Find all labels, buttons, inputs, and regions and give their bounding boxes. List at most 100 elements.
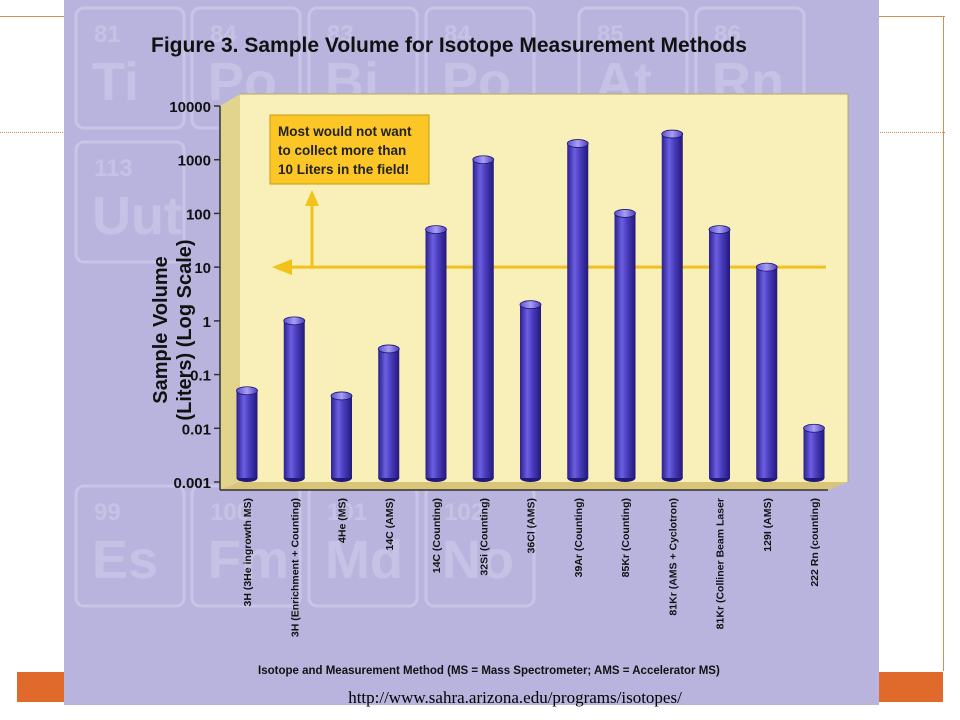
bar-cap [283, 316, 306, 326]
bar-cap [803, 423, 825, 433]
bar-body [283, 320, 305, 478]
annotation-line-2: to collect more than [278, 143, 406, 158]
bar-cap [566, 139, 589, 148]
bar-body [567, 143, 589, 478]
x-tick-label: 85Kr (Counting) [620, 498, 632, 577]
background-tile-number: 85 [597, 21, 624, 48]
bar [236, 386, 258, 482]
bar [330, 391, 353, 482]
annotation-line-3: 10 Liters in the field! [278, 162, 409, 177]
plot-left-wall [220, 94, 240, 490]
x-axis-tick-labels: 3H (3He ingrowth MS) 3H (Enrichment + Cou… [242, 498, 821, 637]
y-tick-label: 0.001 [173, 475, 211, 492]
reference-arrow-left [272, 259, 292, 276]
background-tile-number: 84 [210, 21, 237, 48]
background-tile-frame [74, 484, 186, 608]
bars-group [236, 129, 825, 482]
background-tile-symbol: Es [92, 530, 158, 590]
x-tick-label: 14C (AMS) [384, 498, 396, 551]
slide-footer-band-left [17, 672, 64, 702]
y-tick-label: 0.1 [190, 368, 211, 385]
background-tile-number: 81 [94, 21, 121, 48]
y-axis-label-line-1: Sample Volume [150, 256, 172, 403]
background-tile-symbol: Fm [208, 530, 289, 590]
bar [566, 139, 589, 482]
bar [803, 423, 825, 482]
bar [755, 262, 778, 482]
background-tile: 113 Uut [74, 140, 186, 264]
bar-cap [614, 209, 636, 218]
background-tile: 100 Fm [190, 484, 302, 608]
y-axis-ticks: 0.001 0.01 0.1 1 10 100 1000 10000 [169, 99, 220, 492]
bar [661, 129, 684, 482]
bar-cap [708, 225, 731, 234]
background-tile: 81 Ti [74, 6, 186, 130]
x-tick-label: 222 Rn (counting) [809, 498, 821, 587]
background-tile-number: 100 [210, 499, 250, 526]
bar-body [236, 390, 258, 478]
bar-cap [519, 300, 542, 310]
background-tile: 101 Md [307, 484, 419, 608]
x-axis-label: Isotope and Measurement Method (MS = Mas… [258, 665, 720, 677]
y-tick-label: 100 [186, 206, 211, 223]
y-tick-label: 10000 [169, 99, 211, 116]
reference-arrow-up-head [305, 190, 319, 206]
y-axis-label-line-2: (Liters) (Log Scale) [174, 239, 196, 420]
background-tile-number: 86 [714, 21, 741, 48]
background-tile-symbol: Md [325, 530, 403, 590]
x-tick-label: 39Ar (Counting) [573, 498, 585, 577]
x-tick-label: 4He (MS) [337, 498, 349, 543]
background-tile-number: 101 [327, 499, 367, 526]
bar [425, 225, 447, 482]
bar [519, 300, 542, 482]
background-tile-number: 84 [444, 21, 471, 48]
bar-body [520, 304, 541, 478]
bar-cap [661, 129, 684, 139]
chart-title: Figure 3. Sample Volume for Isotope Meas… [151, 34, 747, 57]
slide-footer-band-right [878, 672, 943, 702]
background-tile-frame [74, 140, 186, 264]
bar-cap [472, 155, 495, 165]
bar-body [378, 348, 400, 478]
x-tick-label: 32Si (Counting) [478, 498, 490, 576]
slide-right-rule [943, 16, 944, 671]
annotation-line-1: Most would not want [278, 124, 412, 139]
x-tick-label: 81Kr (Colliner Beam Laser [715, 498, 727, 629]
x-tick-label: 81Kr (AMS + Cyclotron) [667, 498, 679, 616]
background-tile-number: 113 [94, 155, 133, 182]
background-tile-symbol: No [442, 530, 514, 590]
background-tile-number: 99 [94, 499, 121, 526]
bar-body [803, 428, 825, 478]
background-tile-number: 102 [444, 499, 484, 526]
x-tick-label: 14C (Counting) [431, 498, 443, 573]
bar-body [614, 213, 636, 478]
plot-floor [220, 482, 848, 490]
y-tick-label: 10 [194, 260, 211, 277]
y-tick-label: 1 [203, 314, 211, 331]
bar [283, 316, 306, 482]
y-tick-label: 1000 [178, 153, 211, 170]
bar [377, 344, 400, 482]
bar-cap [330, 391, 353, 401]
y-tick-label: 0.01 [182, 421, 211, 438]
background-tile-symbol: Ti [92, 52, 139, 112]
bar [472, 155, 495, 482]
bar-body [661, 134, 683, 478]
bar-chart: 81Ti84Po83Bi84Po85At86Rn113Uut102No99Es1… [74, 6, 849, 677]
bar [614, 209, 636, 482]
bar-body [472, 159, 494, 478]
x-tick-label: 3H (Enrichment + Counting) [289, 498, 301, 637]
reference-line-10-liters [272, 190, 826, 276]
bar [708, 225, 731, 482]
background-tile-frame [74, 6, 186, 130]
background-tile: 99 Es [74, 484, 186, 608]
bar-cap [236, 386, 258, 396]
source-url[interactable]: http://www.sahra.arizona.edu/programs/is… [348, 688, 682, 707]
bar-body [756, 267, 778, 478]
figure-panel: 81Ti84Po83Bi84Po85At86Rn113Uut102No99Es1… [64, 0, 879, 705]
x-tick-label: 36Cl (AMS) [526, 498, 538, 553]
annotation-callout: Most would not want to collect more than… [269, 114, 430, 185]
background-tile-symbol: Uut [92, 186, 182, 246]
x-tick-label: 129I (AMS) [762, 498, 774, 552]
bar-cap [425, 225, 447, 234]
